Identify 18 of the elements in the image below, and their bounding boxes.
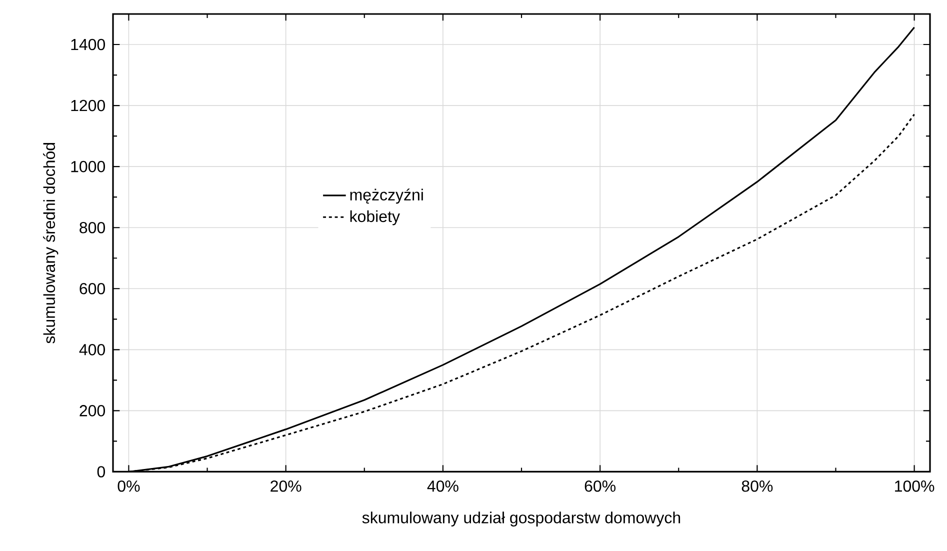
x-tick-label: 0% bbox=[118, 480, 140, 492]
legend-label: mężczyźni bbox=[350, 188, 423, 204]
y-tick-label: 1200 bbox=[71, 100, 105, 112]
x-tick-label: 60% bbox=[584, 480, 616, 492]
x-tick-label: 20% bbox=[270, 480, 302, 492]
y-tick-label: 400 bbox=[79, 344, 105, 356]
legend-label: kobiety bbox=[350, 210, 400, 226]
y-tick-label: 200 bbox=[80, 405, 105, 416]
y-tick-label: 1000 bbox=[71, 160, 105, 172]
x-tick-label: 100% bbox=[895, 480, 934, 492]
y-tick-label: 0 bbox=[97, 466, 106, 478]
y-axis-title: skumulowany średni dochód bbox=[43, 143, 58, 344]
y-tick-label: 800 bbox=[80, 222, 105, 234]
y-tick-label: 1400 bbox=[71, 38, 105, 50]
x-tick-label: 80% bbox=[742, 480, 773, 492]
x-tick-label: 40% bbox=[427, 480, 458, 492]
x-axis-title: skumulowany udział gospodarstw domowych bbox=[362, 512, 680, 527]
y-tick-label: 600 bbox=[80, 282, 105, 294]
